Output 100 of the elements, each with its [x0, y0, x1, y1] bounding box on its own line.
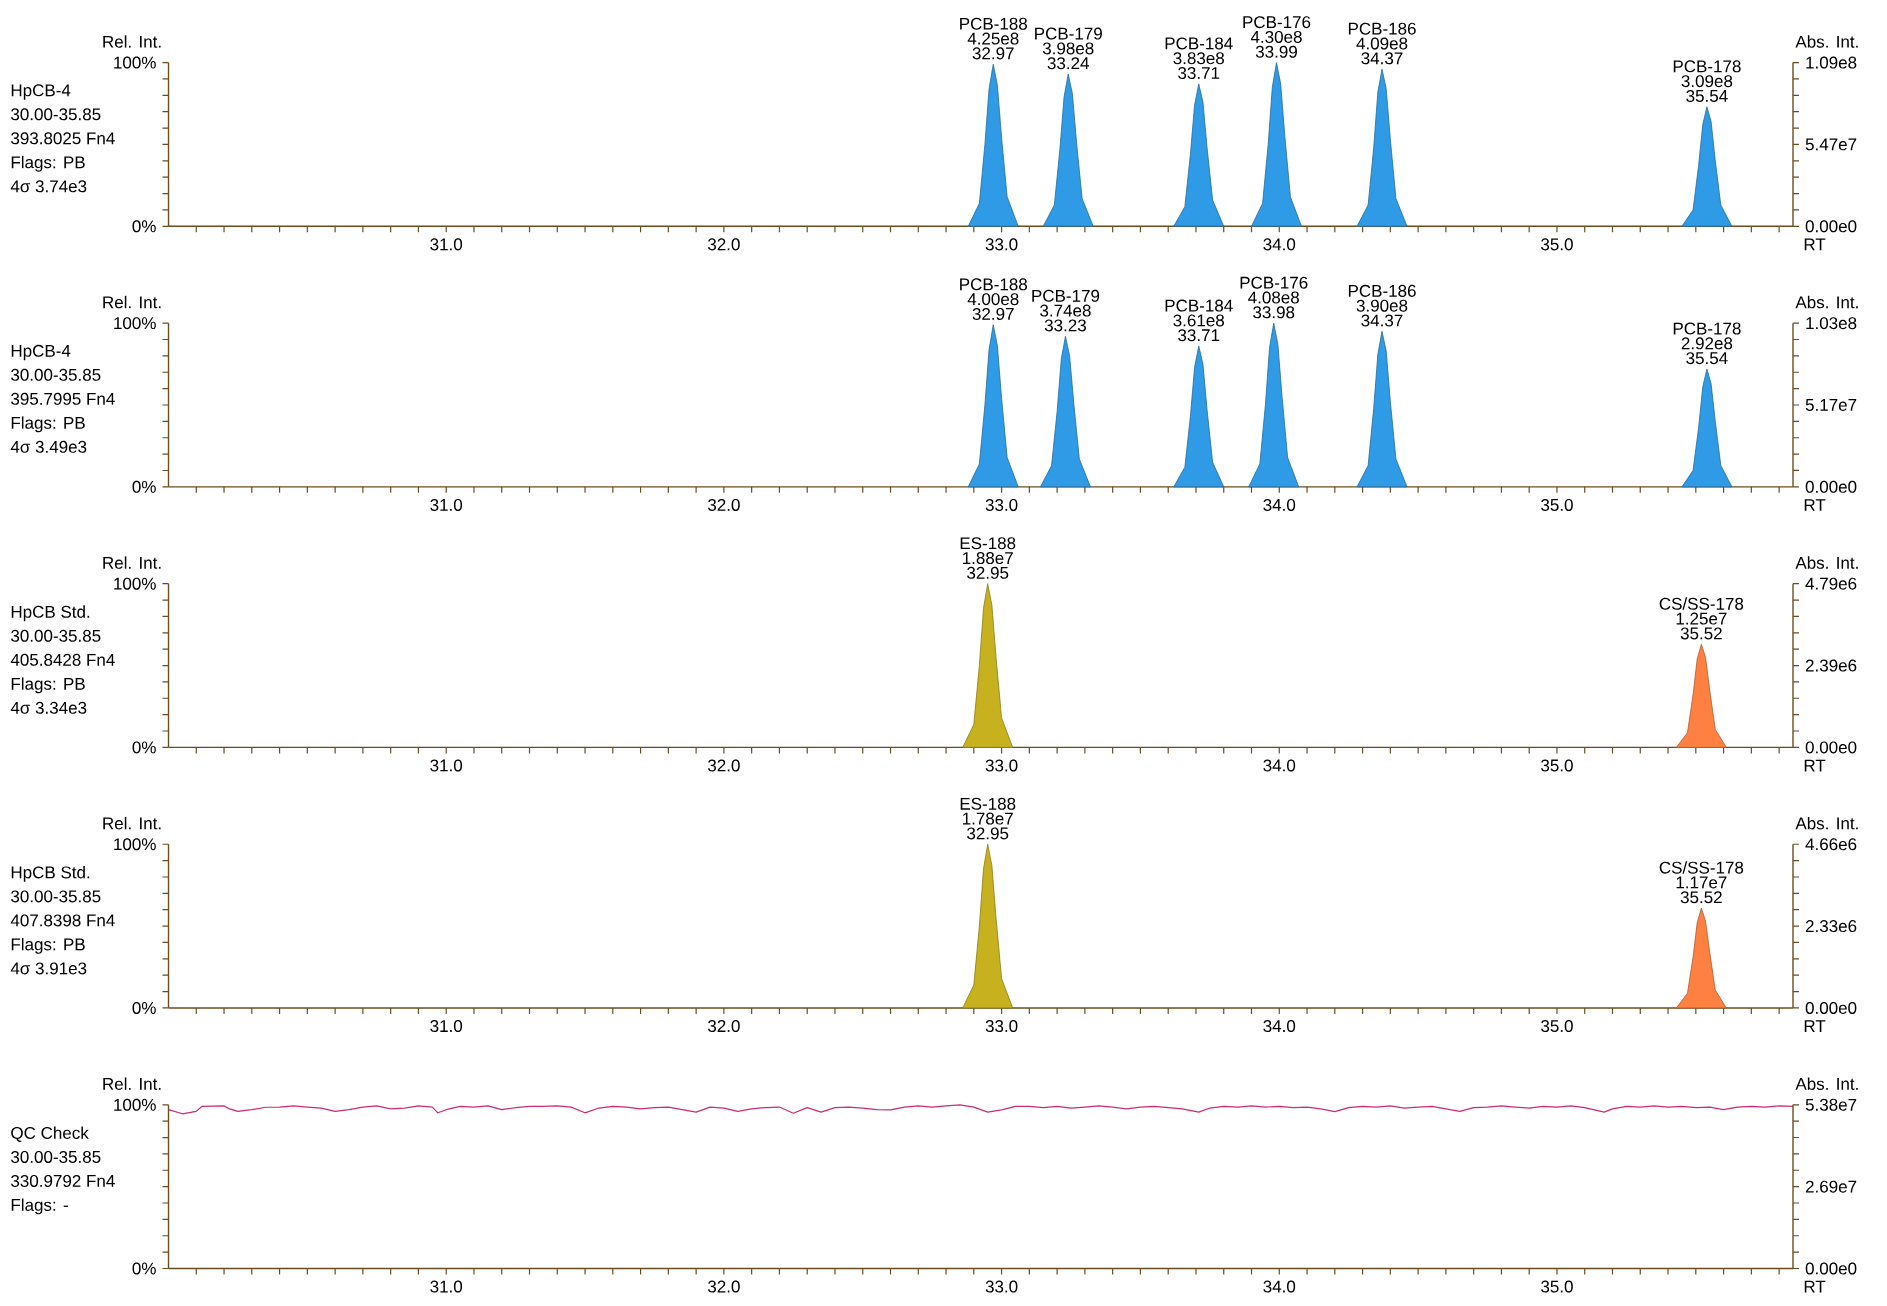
x-tick-label: 34.0	[1263, 1280, 1296, 1293]
x-tick-label: 35.0	[1541, 759, 1573, 772]
y-axis-title: Rel. Int.	[103, 35, 161, 48]
text: HpCB-4	[11, 84, 71, 100]
y-tick-label: 100%	[114, 838, 156, 851]
text: PCB-188	[960, 278, 1027, 291]
y-tick-label: 0%	[132, 1262, 156, 1275]
line-series	[167, 1104, 1794, 1115]
text: 395.7995 Fn4	[11, 392, 115, 405]
y2-tick-label: 4.79e6	[1805, 577, 1857, 590]
text: PCB-186	[1348, 284, 1416, 297]
y2-tick-label: 1.03e8	[1806, 317, 1857, 330]
annotation: 2.92e8	[1681, 337, 1733, 350]
x-tick-label: 35.0	[1541, 498, 1573, 511]
y-tick-label: 0%	[132, 741, 156, 754]
y2-axis-title: Abs. Int.	[1795, 1077, 1858, 1090]
x-tick-label: 33.0	[985, 238, 1018, 251]
y-tick-label: 0%	[132, 480, 156, 493]
annotation: 35.52	[1680, 627, 1722, 640]
x-tick-label: 33.0	[985, 1280, 1018, 1293]
x-tick-label: 33.0	[985, 1020, 1018, 1033]
y-axis-title: Rel. Int.	[103, 1077, 161, 1090]
y2-tick-label: 0.00e0	[1805, 220, 1857, 233]
annotation: 1.25e7	[1676, 612, 1727, 625]
text: PCB-179	[1035, 27, 1102, 40]
text: ES-188	[960, 797, 1016, 810]
annotation: 3.90e8	[1356, 299, 1408, 312]
text: 30.00-35.85	[11, 368, 101, 381]
x-tick-label: 31.0	[430, 759, 463, 772]
text: 30.00-35.85	[11, 1150, 101, 1163]
y-tick-label: 100%	[114, 56, 156, 69]
x-tick-label: 32.0	[708, 1020, 740, 1033]
y2-axis-title: Abs. Int.	[1795, 295, 1858, 309]
text: 405.8428 Fn4	[10, 653, 115, 666]
annotation: 35.54	[1686, 89, 1728, 102]
y2-axis-title: Abs. Int.	[1795, 556, 1858, 569]
annotation: 33.71	[1178, 329, 1220, 342]
y2-tick-label: 2.33e6	[1805, 920, 1857, 933]
y2-axis-title: Abs. Int.	[1795, 35, 1858, 48]
x-tick-label: 32.0	[708, 1280, 740, 1293]
annotation: 1.17e7	[1676, 876, 1727, 889]
annotation: 32.95	[967, 827, 1009, 840]
annotation: 32.97	[972, 307, 1014, 320]
x-tick-label: 33.0	[985, 498, 1018, 511]
y-tick-label: 0%	[132, 1001, 156, 1014]
text: HpCB Std.	[11, 865, 90, 882]
annotation: 1.78e7	[962, 812, 1013, 825]
x-tick-label: 34.0	[1263, 238, 1296, 251]
text: Flags: PB	[11, 416, 85, 433]
annotation: 3.83e8	[1173, 52, 1224, 65]
text: PCB-176	[1240, 276, 1308, 289]
annotation: 33.23	[1044, 319, 1086, 332]
text: Flags: -	[11, 1198, 68, 1215]
annotation: 3.74e8	[1040, 304, 1091, 317]
text: CS/SS-178	[1659, 861, 1744, 874]
y2-tick-label: 2.39e6	[1805, 659, 1857, 672]
text: PCB-178	[1673, 322, 1741, 335]
text: PCB-184	[1165, 299, 1233, 312]
annotation: 4.30e8	[1250, 30, 1302, 43]
annotation: 34.37	[1361, 314, 1403, 327]
x-tick-label: 35.0	[1541, 238, 1573, 251]
annotation: 33.24	[1047, 57, 1090, 70]
y2-tick-label: 2.69e7	[1805, 1180, 1857, 1193]
y-axis-title: Rel. Int.	[103, 295, 161, 309]
text: PCB-188	[960, 17, 1027, 30]
text: QC Check	[11, 1126, 89, 1142]
x-tick-label: 31.0	[430, 498, 463, 511]
x-tick-label: 34.0	[1263, 1020, 1296, 1033]
text: PCB-178	[1673, 60, 1741, 73]
y-tick-label: 100%	[114, 317, 156, 330]
x-axis-title: RT	[1804, 1280, 1826, 1293]
text: 30.00-35.85	[11, 629, 101, 642]
text: PCB-176	[1243, 16, 1311, 29]
x-tick-label: 34.0	[1263, 759, 1296, 772]
text: 4σ 3.49e3	[10, 440, 87, 453]
annotation: 4.08e8	[1248, 291, 1299, 304]
x-tick-label: 35.0	[1541, 1020, 1573, 1033]
y-axis-title: Rel. Int.	[103, 556, 161, 569]
text: 4σ 3.34e3	[10, 701, 87, 714]
text: 30.00-35.85	[11, 890, 101, 903]
annotation: 32.95	[967, 566, 1009, 579]
y2-tick-label: 0.00e0	[1805, 1001, 1857, 1014]
y2-tick-label: 5.47e7	[1805, 138, 1857, 151]
text: Flags: PB	[11, 677, 85, 694]
x-axis-title: RT	[1804, 499, 1826, 511]
annotation: 1.88e7	[962, 552, 1013, 565]
x-tick-label: 33.0	[985, 759, 1018, 772]
text: Flags: PB	[11, 155, 85, 172]
annotation: 4.09e8	[1356, 37, 1408, 50]
annotation: 3.98e8	[1042, 42, 1094, 55]
x-tick-label: 31.0	[430, 1020, 463, 1033]
annotation: 4.00e8	[967, 293, 1019, 306]
y2-tick-label: 1.09e8	[1806, 56, 1857, 69]
annotation: 33.98	[1253, 306, 1295, 319]
text: 330.9792 Fn4	[11, 1174, 115, 1187]
x-axis-title: RT	[1804, 238, 1826, 251]
x-axis-title: RT	[1804, 759, 1826, 772]
annotation: 33.99	[1255, 45, 1297, 58]
annotation: 34.37	[1361, 52, 1403, 65]
text: PCB-186	[1348, 22, 1416, 35]
